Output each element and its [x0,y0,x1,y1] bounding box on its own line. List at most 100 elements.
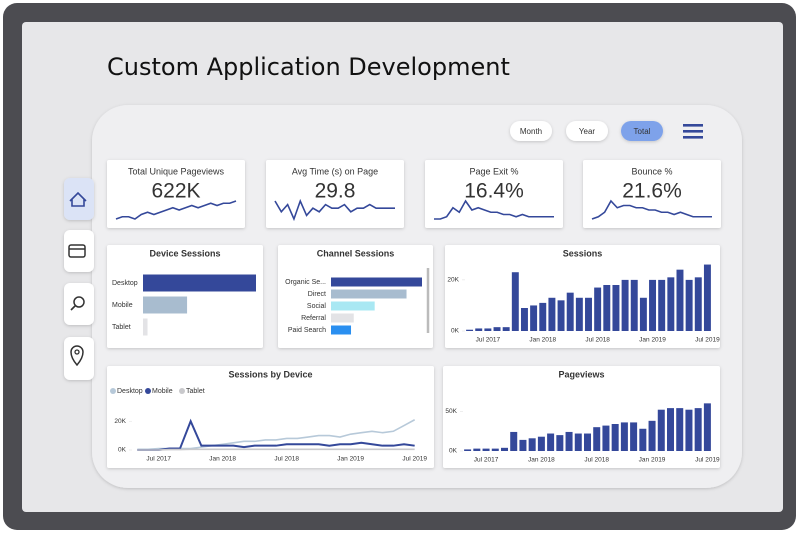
legend-label: Tablet [186,388,205,395]
bar [630,279,638,331]
bar-label: Direct [308,291,326,298]
bar [621,279,629,331]
bar [466,329,474,331]
x-tick-label: Jan 2019 [337,456,364,463]
bar [574,433,582,451]
nav-cards[interactable] [64,230,94,272]
filter-pill[interactable] [510,121,552,141]
filter-pill[interactable] [566,121,608,141]
sparkline [115,200,237,220]
bar [694,408,702,451]
legend-marker [179,388,185,394]
kpi-value: 29.8 [315,180,356,203]
x-tick-label: Jul 2019 [402,456,427,463]
bar [331,325,352,335]
kpi-value: 16.4% [464,180,524,203]
bar [583,433,592,451]
bar [703,403,711,451]
filter-label: Year [579,127,596,136]
bar [658,279,666,331]
search-icon-handle [70,305,76,311]
nav-home[interactable] [64,178,94,220]
bar [565,431,573,451]
x-tick-label: Jul 2017 [146,456,171,463]
bar-label: Referral [301,315,326,322]
cards-icon [68,244,86,258]
bar [143,274,256,292]
bar [585,297,592,331]
bar-label: Mobile [112,302,133,309]
bar [528,438,536,451]
bar-label: Organic Se... [285,279,326,286]
bar [519,439,527,451]
bar [667,277,675,331]
bar [530,305,538,331]
bar [612,285,620,331]
bar [593,427,601,451]
card [107,366,434,468]
x-tick-label: Jul 2018 [274,456,299,463]
bar [511,272,519,331]
nav-search[interactable] [64,283,94,325]
chart-title: Device Sessions [149,248,220,258]
bar [500,447,509,451]
bar [475,328,483,331]
chart-title: Pageviews [558,369,604,379]
legend-label: Desktop [117,388,143,395]
bar [482,448,490,451]
filter-label: Month [520,127,542,136]
bar [510,431,518,451]
bar [676,269,684,331]
location-icon-dot [74,349,80,355]
sparkline [434,199,554,220]
bar [657,409,665,451]
search-icon [73,296,85,308]
bar [491,448,499,451]
kpi-label: Total Unique Pageviews [128,166,225,176]
x-tick-label: Jan 2018 [528,457,555,464]
bar [556,435,564,451]
legend-marker [145,388,151,394]
series-line [137,419,416,451]
filter-label: Total [634,127,651,136]
y-tick-label: 20K [447,277,459,284]
nav-location[interactable] [64,337,94,380]
home-icon [69,191,87,207]
card [583,160,721,228]
bar [648,420,656,451]
bar [539,302,547,331]
bar [685,409,693,451]
menu-button[interactable] [683,124,703,139]
location-icon [70,345,84,367]
x-tick-label: Jan 2018 [209,456,236,463]
bar [639,297,647,331]
kpi-label: Avg Time (s) on Page [292,166,378,176]
bar [603,285,611,331]
bar [694,277,702,331]
x-tick-label: Jul 2017 [476,337,501,344]
bar [630,422,638,451]
bar [464,449,472,451]
sparkline [591,199,712,220]
series-line [137,448,415,451]
bar-label: Desktop [112,280,138,287]
bar [566,292,574,331]
x-tick-label: Jul 2018 [584,457,609,464]
bar [602,425,610,451]
kpi-value: 622K [151,180,200,203]
kpi-label: Bounce % [631,166,672,176]
card [107,160,245,228]
bar [649,279,657,331]
bar [703,264,711,331]
bar [331,277,422,287]
page-title: Custom Application Development [107,53,510,81]
bar-label: Tablet [112,324,131,331]
x-tick-label: Jan 2018 [529,337,556,344]
menu-bar [683,130,703,133]
filter-pill[interactable] [621,121,663,141]
y-tick-label: 0K [449,448,458,455]
chart-title: Channel Sessions [317,248,395,258]
bar [493,327,501,331]
